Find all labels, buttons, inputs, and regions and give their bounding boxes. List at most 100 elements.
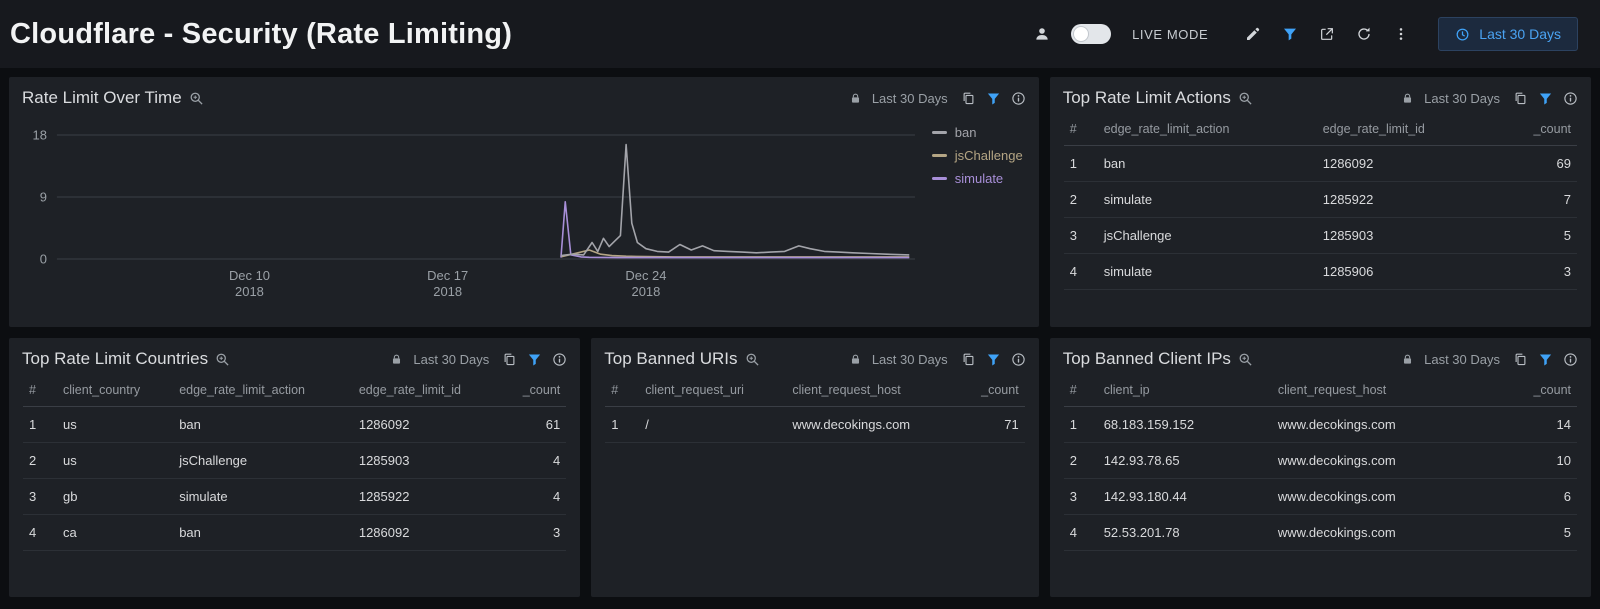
table-cell: 2 (1063, 442, 1098, 479)
x-tick-label: 2018 (433, 284, 462, 299)
table-cell: 3 (1063, 478, 1098, 515)
table-row[interactable]: 2 142.93.78.65 www.decokings.com 10 (1063, 442, 1577, 479)
zoom-icon[interactable] (745, 352, 760, 367)
live-mode-toggle[interactable] (1071, 24, 1112, 44)
clock-icon (1455, 27, 1470, 42)
top-countries-table: # client_country edge_rate_limit_action edg… (23, 376, 567, 551)
zoom-icon[interactable] (1238, 91, 1253, 106)
time-range-button[interactable]: Last 30 Days (1438, 17, 1578, 51)
table-row[interactable]: 3 jsChallenge 1285903 5 (1063, 217, 1577, 254)
panel-controls: Last 30 Days (849, 91, 1026, 106)
table-row[interactable]: 2 simulate 1285922 7 (1063, 181, 1577, 218)
filter-icon[interactable] (1538, 91, 1553, 106)
table-cell: 1286092 (352, 514, 502, 551)
panel-header: Top Rate Limit Countries Last 30 Days (9, 338, 580, 376)
table-row[interactable]: 1 ban 1286092 69 (1063, 145, 1577, 182)
info-icon[interactable] (552, 352, 567, 367)
table-cell: www.decokings.com (1271, 406, 1493, 443)
info-icon[interactable] (1011, 352, 1026, 367)
column-header: edge_rate_limit_action (1097, 115, 1317, 146)
table-cell: / (639, 406, 787, 443)
dashboard-grid: Rate Limit Over Time Last 30 Days 0 9 18 De… (0, 68, 1600, 606)
info-icon[interactable] (1011, 91, 1026, 106)
table-row[interactable]: 2 us jsChallenge 1285903 4 (23, 442, 567, 479)
table-cell: www.decokings.com (1271, 442, 1493, 479)
panel-time-range: Last 30 Days (871, 351, 948, 367)
table-row[interactable]: 1/www.decokings.com 71 (605, 406, 1025, 443)
table-cell: 1 (605, 406, 640, 443)
filter-icon[interactable] (1282, 26, 1298, 42)
panel-title: Rate Limit Over Time (22, 88, 182, 107)
table-row[interactable]: 1 us ban 1286092 61 (23, 406, 567, 443)
table-cell: ban (173, 406, 353, 443)
table-cell: 1285922 (1316, 181, 1499, 218)
column-header: client_request_host (1271, 376, 1493, 407)
copy-icon[interactable] (961, 91, 976, 106)
table-cell: 3 (23, 478, 57, 515)
kebab-menu-icon[interactable] (1393, 26, 1409, 42)
share-icon[interactable] (1319, 26, 1335, 42)
column-header: client_ip (1097, 376, 1272, 407)
panel-title: Top Rate Limit Countries (22, 349, 209, 368)
legend-item-ban[interactable]: ban (931, 125, 1023, 140)
panel-title: Top Banned URIs (604, 349, 738, 368)
table-row[interactable]: 4 simulate 1285906 3 (1063, 253, 1577, 290)
table-row[interactable]: 4 52.53.201.78 www.decokings.com 5 (1063, 514, 1577, 551)
table-row[interactable]: 3 142.93.180.44 www.decokings.com 6 (1063, 478, 1577, 515)
time-range-label: Last 30 Days (1479, 26, 1561, 42)
filter-icon[interactable] (986, 352, 1001, 367)
filter-icon[interactable] (1538, 352, 1553, 367)
table-cell: us (57, 406, 174, 443)
legend-marker (931, 177, 947, 180)
table-cell: www.decokings.com (1271, 478, 1493, 515)
legend-item-simulate[interactable]: simulate (931, 171, 1023, 186)
panel-controls: Last 30 Days (1401, 352, 1578, 367)
edit-pencil-icon[interactable] (1245, 26, 1261, 42)
table-cell: simulate (1097, 253, 1317, 290)
table-cell: us (57, 442, 174, 479)
table-cell: jsChallenge (1097, 217, 1317, 254)
filter-icon[interactable] (986, 91, 1001, 106)
panel-top-banned-uris: Top Banned URIs Last 30 Days # client_req… (591, 338, 1039, 597)
lock-icon (849, 92, 862, 105)
table-cell: 1285922 (352, 478, 502, 515)
column-header: edge_rate_limit_id (1316, 115, 1499, 146)
user-icon[interactable] (1034, 26, 1050, 42)
table-cell: ban (1097, 145, 1317, 182)
info-icon[interactable] (1563, 352, 1578, 367)
column-header: _count (1498, 115, 1577, 146)
refresh-icon[interactable] (1356, 26, 1372, 42)
panel-title: Top Rate Limit Actions (1062, 88, 1231, 107)
zoom-icon[interactable] (189, 91, 204, 106)
table-cell: 69 (1498, 145, 1577, 182)
table-cell: gb (57, 478, 174, 515)
copy-icon[interactable] (502, 352, 517, 367)
table-cell: 1 (1063, 406, 1098, 443)
table-cell: 61 (501, 406, 567, 443)
live-mode-label: LIVE MODE (1132, 26, 1209, 42)
filter-icon[interactable] (527, 352, 542, 367)
x-tick-label: 2018 (235, 284, 264, 299)
legend-marker (931, 154, 947, 157)
copy-icon[interactable] (1513, 352, 1528, 367)
info-icon[interactable] (1563, 91, 1578, 106)
zoom-icon[interactable] (1238, 352, 1253, 367)
top-banned-uris-table: # client_request_uri client_request_host _c… (605, 376, 1025, 443)
copy-icon[interactable] (1513, 91, 1528, 106)
table-row[interactable]: 4 ca ban 1286092 3 (23, 514, 567, 551)
x-tick-label: Dec 24 (625, 268, 666, 283)
rate-limit-chart: 0 9 18 Dec 10 2018 Dec 17 2018 Dec 24 2018 ban js… (9, 115, 1039, 320)
panel-controls: Last 30 Days (390, 352, 567, 367)
panel-time-range: Last 30 Days (413, 351, 490, 367)
zoom-icon[interactable] (215, 352, 230, 367)
column-header: edge_rate_limit_action (173, 376, 353, 407)
table-row[interactable]: 3 gb simulate 1285922 4 (23, 478, 567, 515)
legend-label: jsChallenge (954, 148, 1023, 163)
panel-header: Top Rate Limit Actions Last 30 Days (1050, 77, 1591, 115)
table-cell: ban (173, 514, 353, 551)
x-tick-label: Dec 10 (229, 268, 270, 283)
legend-item-jsChallenge[interactable]: jsChallenge (931, 148, 1023, 163)
table-row[interactable]: 1 68.183.159.152 www.decokings.com 14 (1063, 406, 1577, 443)
copy-icon[interactable] (961, 352, 976, 367)
